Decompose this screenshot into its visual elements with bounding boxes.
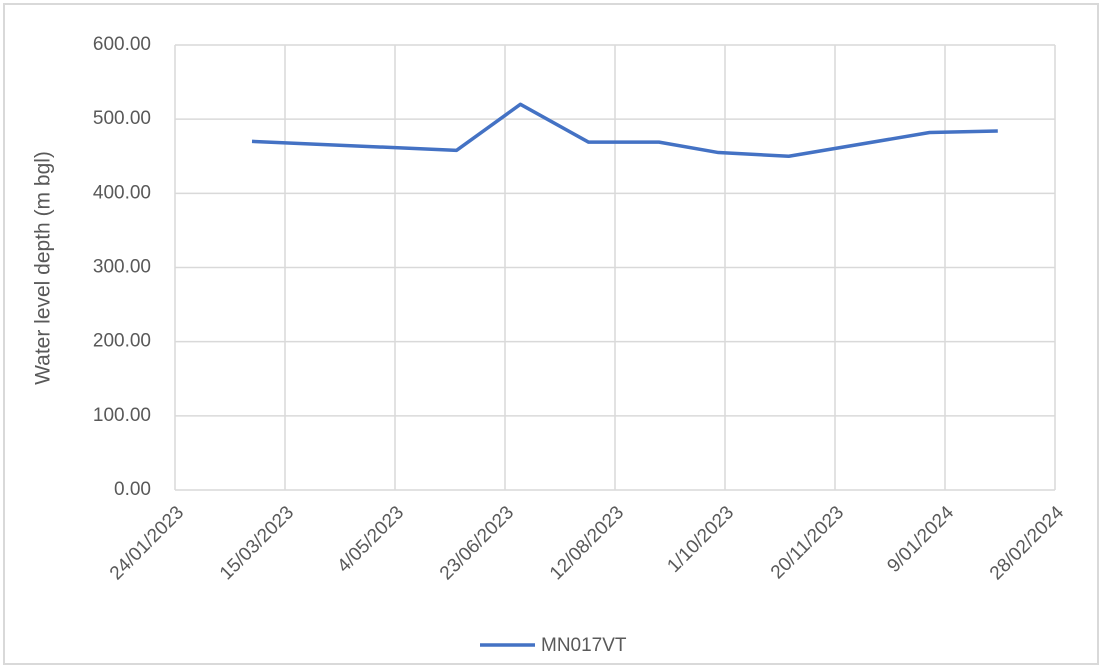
data-line [251, 102, 998, 158]
y-tick-label: 100.00 [93, 405, 151, 426]
y-tick-label: 400.00 [93, 182, 151, 203]
legend-label: MN017VT [541, 635, 627, 656]
chart-frame [3, 3, 1099, 665]
y-tick-label: 500.00 [93, 108, 151, 129]
y-tick-label: 600.00 [93, 34, 151, 55]
y-tick-label: 200.00 [93, 331, 151, 352]
y-axis-label: Water level depth (m bgl) [32, 151, 55, 385]
y-tick-label: 0.00 [114, 479, 151, 500]
y-tick-label: 300.00 [93, 257, 151, 278]
